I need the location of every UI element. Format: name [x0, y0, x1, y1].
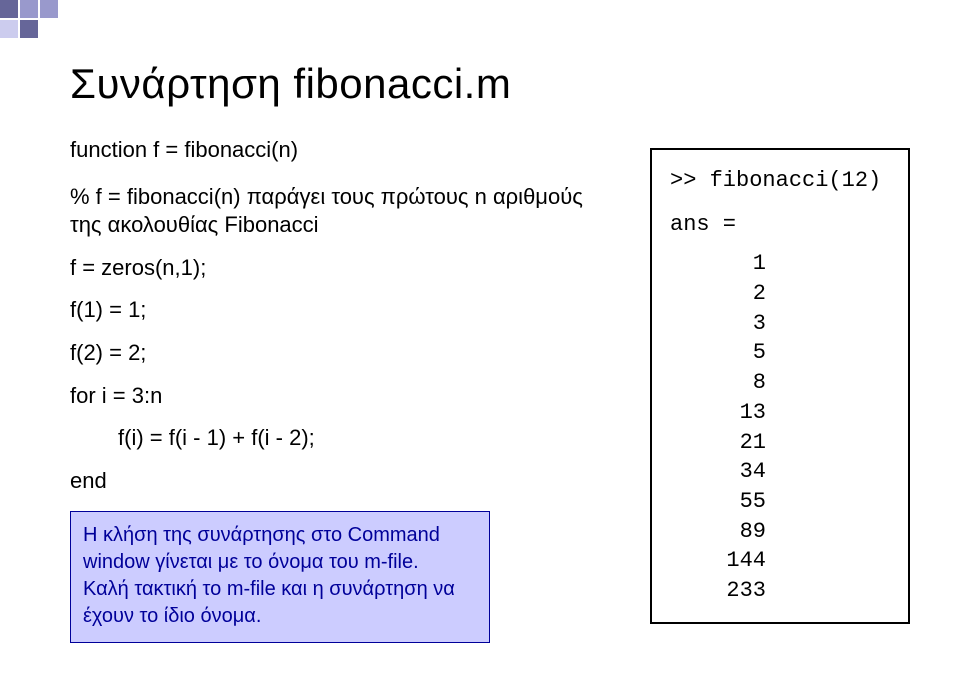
code-line: for i = 3:n [70, 382, 610, 411]
console-output: >> fibonacci(12) ans = 12358132134558914… [650, 148, 910, 624]
slide-title: Συνάρτηση fibonacci.m [70, 60, 910, 108]
console-value: 2 [670, 279, 766, 309]
code-line: f(i) = f(i - 1) + f(i - 2); [70, 424, 610, 453]
code-block: function f = fibonacci(n) % f = fibonacc… [70, 136, 610, 643]
slide-body: function f = fibonacci(n) % f = fibonacc… [70, 136, 910, 643]
code-line: end [70, 467, 610, 496]
console-ans-label: ans = [670, 210, 890, 240]
console-value: 233 [670, 576, 766, 606]
code-line: f(1) = 1; [70, 296, 610, 325]
console-value: 5 [670, 338, 766, 368]
callout-text: Η κλήση της συνάρτησης στο Command windo… [83, 522, 477, 576]
console-value: 8 [670, 368, 766, 398]
console-value: 1 [670, 249, 766, 279]
code-line: f = zeros(n,1); [70, 254, 610, 283]
callout-box: Η κλήση της συνάρτησης στο Command windo… [70, 511, 490, 643]
slide: Συνάρτηση fibonacci.m function f = fibon… [0, 0, 960, 697]
console-command: >> fibonacci(12) [670, 166, 890, 196]
code-line: % f = fibonacci(n) παράγει τους πρώτους … [70, 183, 610, 240]
console-value: 34 [670, 457, 766, 487]
console-value: 13 [670, 398, 766, 428]
console-value: 21 [670, 428, 766, 458]
console-value: 89 [670, 517, 766, 547]
callout-text: Καλή τακτική το m-file και η συνάρτηση ν… [83, 576, 477, 630]
console-value: 3 [670, 309, 766, 339]
corner-decoration [0, 0, 60, 40]
console-value: 55 [670, 487, 766, 517]
code-line: function f = fibonacci(n) [70, 136, 610, 165]
console-values: 123581321345589144233 [670, 249, 890, 605]
console-value: 144 [670, 546, 766, 576]
code-line: f(2) = 2; [70, 339, 610, 368]
